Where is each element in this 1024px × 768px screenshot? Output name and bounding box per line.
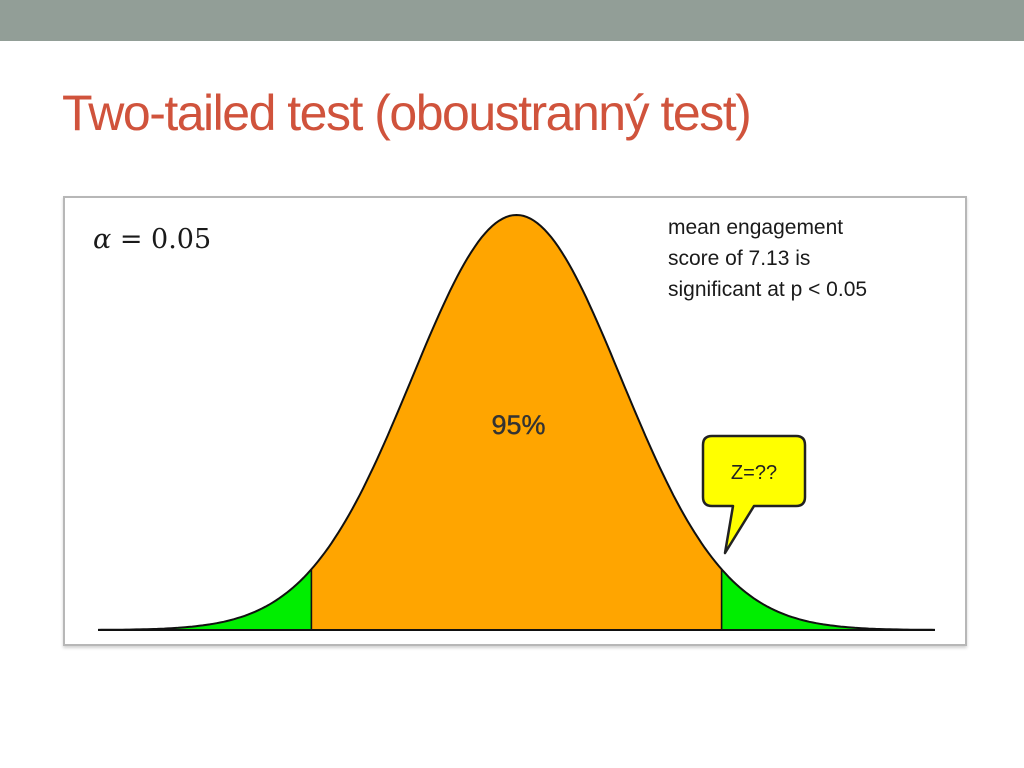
significance-note: mean engagement score of 7.13 is signifi… xyxy=(668,212,948,305)
center-area-95 xyxy=(311,215,722,630)
alpha-symbol: α xyxy=(93,224,112,255)
normal-curve-figure: 95% Z=?? α = 0.05 mean engagement score … xyxy=(63,196,967,646)
left-tail-area xyxy=(98,569,312,630)
normal-curve-outline xyxy=(97,213,936,631)
alpha-label: α = 0.05 xyxy=(93,224,211,255)
z-callout-text: Z=?? xyxy=(731,462,777,484)
center-area-label: 95% xyxy=(491,410,545,440)
z-callout-bubble xyxy=(701,434,807,555)
right-tail-area xyxy=(721,569,935,630)
alpha-value: = 0.05 xyxy=(119,224,212,255)
note-line: score of 7.13 is xyxy=(668,247,811,270)
note-line: mean engagement xyxy=(668,216,844,239)
note-line: significant at p < 0.05 xyxy=(668,278,868,301)
normal-curve-chart: 95% Z=?? xyxy=(97,213,936,631)
slide-title: Two-tailed test (oboustranný test) xyxy=(62,85,752,141)
top-accent-bar xyxy=(0,0,1024,41)
